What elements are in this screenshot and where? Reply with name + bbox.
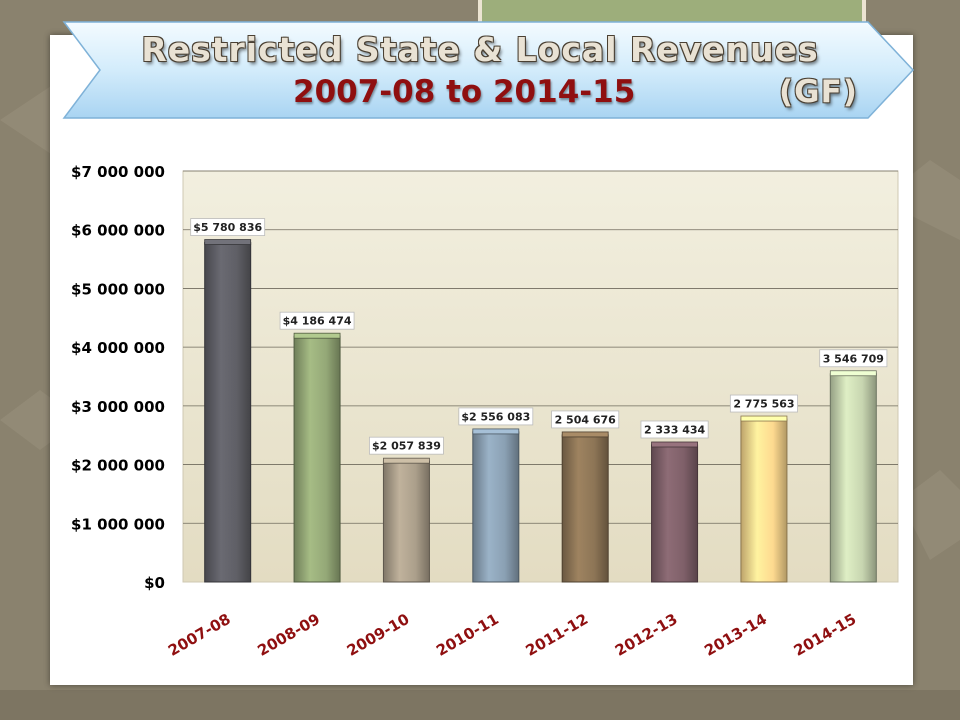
- data-label-box: [190, 218, 266, 236]
- bar-2012-13: [651, 444, 699, 583]
- data-label: $2 556 083: [461, 410, 530, 423]
- data-label: $2 057 839: [372, 440, 441, 453]
- data-label-box: [729, 394, 798, 413]
- bar-2010-11: [472, 431, 520, 583]
- data-label-box: [640, 420, 709, 439]
- bar-top: [204, 239, 252, 245]
- bar-top: [293, 332, 341, 339]
- bar-top: [561, 431, 609, 438]
- x-tick-label: 2010-11: [433, 610, 502, 660]
- bar-top: [383, 457, 430, 464]
- y-tick-label: $6 000 000: [71, 222, 165, 240]
- x-tick-label: 2013-14: [701, 610, 770, 660]
- data-label-box: [819, 349, 888, 368]
- x-tick-label: 2012-13: [612, 610, 681, 660]
- x-tick-label: 2009-10: [344, 610, 413, 660]
- y-tick-label: $7 000 000: [71, 163, 165, 181]
- chart-subtitle: 2007-08 to 2014-15: [293, 74, 636, 110]
- x-tick-label: 2011-12: [523, 610, 592, 660]
- y-tick-label: $5 000 000: [71, 280, 165, 298]
- x-tick-label: 2008-09: [254, 610, 323, 660]
- chart-title-suffix: (GF): [779, 74, 858, 110]
- y-tick-label: $4 000 000: [71, 339, 165, 357]
- bar-top: [829, 370, 877, 377]
- x-tick-label: 2014-15: [791, 610, 860, 660]
- data-label: 2 504 676: [555, 413, 617, 426]
- data-label: $5 780 836: [193, 221, 262, 234]
- bar-top: [740, 415, 788, 422]
- bar-2014-15: [829, 373, 877, 583]
- y-tick-label: $1 000 000: [71, 515, 165, 533]
- data-label-box: [279, 311, 355, 330]
- y-tick-label: $3 000 000: [71, 398, 165, 416]
- bar-2013-14: [740, 418, 788, 583]
- bar-top: [651, 441, 698, 448]
- data-label-box: [551, 410, 620, 429]
- bar-2008-09: [293, 335, 341, 583]
- x-tick-label: 2007-08: [165, 610, 234, 660]
- bar-top: [472, 428, 520, 435]
- data-label: $4 186 474: [283, 315, 352, 328]
- data-label: 2 333 434: [644, 423, 706, 436]
- data-label-box: [458, 407, 534, 426]
- plot-area: [182, 170, 899, 583]
- bar-2011-12: [561, 434, 609, 583]
- bar-2007-08: [204, 242, 252, 583]
- data-label-box: [369, 436, 444, 455]
- data-label: 3 546 709: [823, 352, 884, 365]
- bar-2009-10: [382, 460, 430, 583]
- data-label: 2 775 563: [733, 398, 794, 411]
- title-banner: [62, 21, 915, 119]
- y-tick-label: $2 000 000: [71, 457, 165, 475]
- chart-title: Restricted State & Local Revenues: [141, 30, 819, 69]
- y-tick-label: $0: [144, 574, 165, 592]
